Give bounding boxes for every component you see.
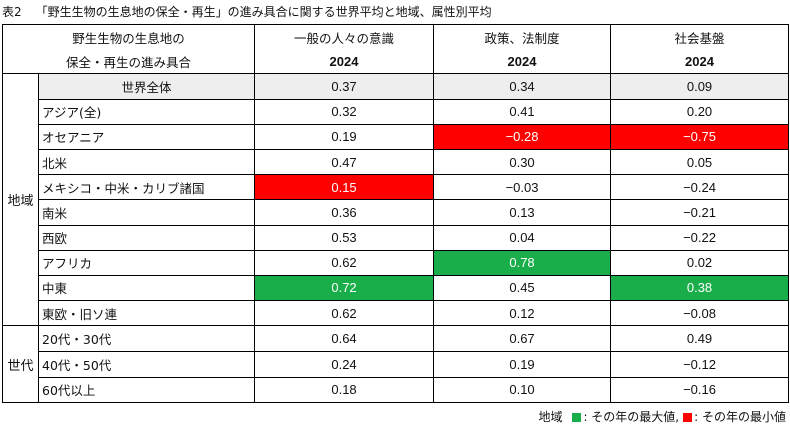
column-header-public-awareness: 一般の人々の意識 [254,23,435,50]
value-cell: 0.53 [254,224,435,251]
max-value-cell: 0.38 [610,274,790,302]
table-row: 世代 20代・30代 0.64 0.67 0.49 [2,325,790,403]
table-row: 南米 0.36 0.13 −0.21 [3,199,790,226]
legend-prefix: 地域 [538,410,563,424]
value-cell: 0.47 [254,148,435,176]
group-label-generation: 世代 [2,325,39,403]
value-cell: −0.16 [610,376,790,404]
column-year: 2024 [254,49,435,75]
value-cell: 0.49 [610,325,790,353]
value-cell: −0.03 [433,174,612,201]
row-label: 中東 [37,274,256,302]
value-cell: 0.10 [433,376,612,404]
value-cell: 0.64 [254,325,435,353]
value-cell: 0.62 [254,300,435,327]
table-row: アジア(全) 0.32 0.41 0.20 [3,98,790,125]
header-label-line2: 保全・再生の進み具合 [1,49,256,75]
min-value-cell: 0.15 [254,174,435,201]
value-cell: 0.37 [254,73,435,100]
table-number: 表2 [2,5,22,19]
legend-max-swatch [572,413,582,422]
max-value-cell: 0.78 [433,249,612,276]
value-cell: 0.12 [433,300,612,327]
row-label: アジア(全) [37,98,256,125]
value-cell: 0.45 [433,274,612,302]
value-cell: 0.24 [254,351,435,378]
row-label: 20代・30代 [37,325,256,353]
row-label: 60代以上 [37,376,256,404]
table-title: 「野生生物の生息地の保全・再生」の進み具合に関する世界平均と地域、属性別平均 [35,5,492,19]
row-label: 南米 [37,199,256,226]
value-cell: −0.21 [610,199,790,226]
value-cell: 0.30 [433,148,612,176]
row-label: アフリカ [37,249,256,276]
max-value-cell: 0.72 [254,274,435,302]
value-cell: 0.09 [610,73,790,100]
column-year: 2024 [610,49,790,75]
value-cell: 0.20 [610,98,790,125]
column-header-policy-law: 政策、法制度 [433,23,612,50]
value-cell: 0.02 [610,249,790,276]
table-row: 60代以上 0.18 0.10 −0.16 [3,376,790,404]
table-row: オセアニア 0.19 −0.28 −0.75 [3,123,790,150]
column-year: 2024 [433,49,612,75]
column-header-infrastructure: 社会基盤 [610,23,790,50]
value-cell: −0.08 [610,300,790,327]
table-row: メキシコ・中米・カリブ諸国 0.15 −0.03 −0.24 [3,174,790,201]
header-label-line1: 野生生物の生息地の [1,23,256,50]
table-row: 中東 0.72 0.45 0.38 [3,274,790,302]
value-cell: 0.67 [433,325,612,353]
table-row: 40代・50代 0.24 0.19 −0.12 [3,351,790,378]
value-cell: 0.19 [433,351,612,378]
row-label: メキシコ・中米・カリブ諸国 [37,174,256,201]
group-label-region: 地域 [2,73,39,327]
table-row: アフリカ 0.62 0.78 0.02 [3,249,790,276]
table-row: 北米 0.47 0.30 0.05 [3,148,790,176]
legend-min-swatch [683,413,693,422]
row-label: 東欧・旧ソ連 [37,300,256,327]
row-label: 北米 [37,148,256,176]
value-cell: 0.36 [254,199,435,226]
value-cell: 0.18 [254,376,435,404]
row-label: 西欧 [37,224,256,251]
value-cell: −0.12 [610,351,790,378]
min-value-cell: −0.28 [433,123,612,150]
min-value-cell: −0.75 [610,123,790,150]
legend-max-text: : その年の最大値, [583,410,680,424]
table-row: 地域 世界全体 0.37 0.34 0.09 [2,73,790,327]
value-cell: −0.22 [610,224,790,251]
value-cell: 0.13 [433,199,612,226]
value-cell: 0.04 [433,224,612,251]
row-label: オセアニア [37,123,256,150]
row-label: 40代・50代 [37,351,256,378]
value-cell: 0.19 [254,123,435,150]
value-cell: −0.24 [610,174,790,201]
value-cell: 0.34 [433,73,612,100]
legend-min-text: : その年の最小値 [694,410,786,424]
data-table: 野生生物の生息地の 一般の人々の意識 政策、法制度 社会基盤 保全・再生の進み具… [1,23,790,404]
table-row: 西欧 0.53 0.04 −0.22 [3,224,790,251]
legend: 地域 : その年の最大値, : その年の最小値 [538,408,786,425]
value-cell: 0.32 [254,98,435,125]
value-cell: 0.62 [254,249,435,276]
table-caption: 表2 「野生生物の生息地の保全・再生」の進み具合に関する世界平均と地域、属性別平均 [2,3,492,20]
value-cell: 0.05 [610,148,790,176]
table-row: 東欧・旧ソ連 0.62 0.12 −0.08 [3,300,790,327]
value-cell: 0.41 [433,98,612,125]
row-label: 世界全体 [37,73,256,100]
